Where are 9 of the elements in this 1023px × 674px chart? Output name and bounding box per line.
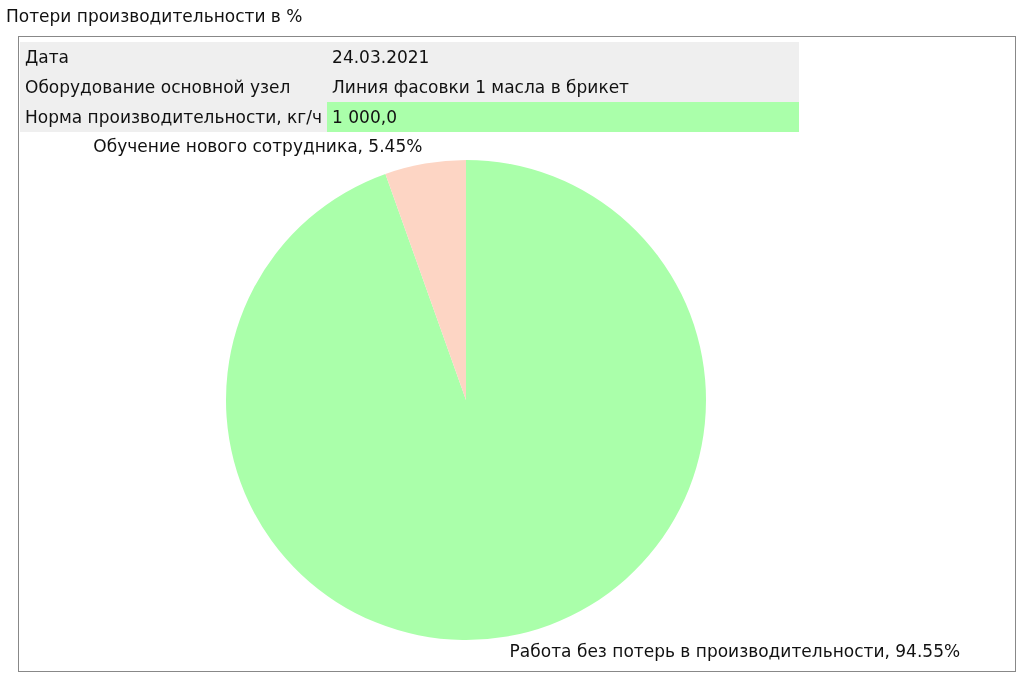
chart-title: Потери производительности в % — [6, 6, 303, 26]
text: Норма производительности, кг/ч — [20, 102, 328, 132]
text: 1 000,0 — [327, 102, 800, 132]
text: 24.03.2021 — [327, 42, 800, 72]
text: Оборудование основной узел — [20, 72, 328, 102]
text: Линия фасовки 1 масла в брикет — [327, 72, 800, 102]
text: Дата — [20, 42, 328, 72]
slice-label: Работа без потерь в производительности, 94.55% — [509, 640, 961, 661]
slice-label: Обучение нового сотрудника, 5.45% — [93, 136, 423, 157]
